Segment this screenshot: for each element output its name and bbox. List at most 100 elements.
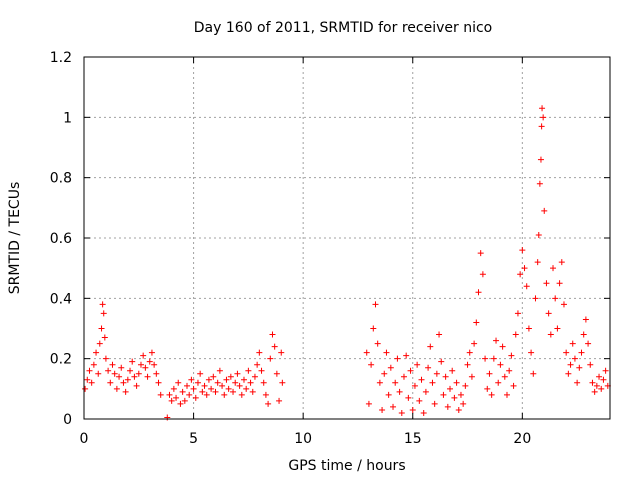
data-point xyxy=(155,379,162,386)
data-point xyxy=(563,349,570,356)
data-point xyxy=(365,400,372,407)
data-point xyxy=(466,349,473,356)
data-point xyxy=(521,265,528,272)
data-point xyxy=(118,364,125,371)
chart-title: Day 160 of 2011, SRMTID for receiver nic… xyxy=(194,20,492,36)
axis-ticks xyxy=(83,56,610,420)
data-point xyxy=(184,382,191,389)
data-point xyxy=(433,370,440,377)
data-point xyxy=(589,379,596,386)
data-point xyxy=(486,370,493,377)
data-point xyxy=(471,340,478,347)
data-point xyxy=(197,370,204,377)
data-point xyxy=(84,376,91,383)
data-point xyxy=(565,370,572,377)
data-point xyxy=(554,325,561,332)
data-point xyxy=(93,349,100,356)
data-point xyxy=(556,280,563,287)
data-point xyxy=(111,370,118,377)
data-point xyxy=(508,352,515,359)
data-point xyxy=(538,123,545,130)
data-point xyxy=(276,397,283,404)
data-point xyxy=(539,105,546,112)
data-point xyxy=(574,379,581,386)
data-point xyxy=(177,400,184,407)
data-point xyxy=(407,367,414,374)
data-point xyxy=(221,391,228,398)
data-point xyxy=(390,403,397,410)
data-point xyxy=(144,373,151,380)
data-point xyxy=(269,331,276,338)
data-point xyxy=(194,379,201,386)
data-point xyxy=(392,379,399,386)
data-point xyxy=(547,331,554,338)
x-tick-label: 5 xyxy=(189,431,198,447)
data-point xyxy=(205,376,212,383)
data-point xyxy=(416,397,423,404)
data-point xyxy=(455,406,462,413)
data-point xyxy=(596,373,603,380)
data-point xyxy=(210,373,217,380)
data-point xyxy=(503,391,510,398)
data-point xyxy=(113,385,120,392)
data-point xyxy=(175,379,182,386)
x-tick-label: 20 xyxy=(513,431,531,447)
data-point xyxy=(409,406,416,413)
data-point xyxy=(418,376,425,383)
data-point xyxy=(403,352,410,359)
data-point xyxy=(473,319,480,326)
data-point xyxy=(400,373,407,380)
data-point xyxy=(460,400,467,407)
data-point xyxy=(95,370,102,377)
data-point xyxy=(131,373,138,380)
y-tick-label: 0.4 xyxy=(50,291,72,307)
data-point xyxy=(199,388,206,395)
data-point xyxy=(225,385,232,392)
y-tick-label: 0.6 xyxy=(50,231,72,247)
x-tick-label: 15 xyxy=(404,431,422,447)
x-tick-label: 0 xyxy=(80,431,89,447)
data-point xyxy=(124,376,131,383)
y-tick-labels: 0 0.2 0.4 0.6 0.8 1 1.2 xyxy=(50,50,72,428)
data-point xyxy=(166,391,173,398)
data-point xyxy=(212,388,219,395)
data-point xyxy=(370,325,377,332)
data-point xyxy=(519,247,526,254)
y-axis-label: SRMTID / TECUs xyxy=(7,182,23,295)
data-point xyxy=(479,271,486,278)
data-point xyxy=(245,367,252,374)
data-point xyxy=(383,349,390,356)
data-point xyxy=(116,373,123,380)
data-point xyxy=(490,355,497,362)
data-point xyxy=(234,370,241,377)
x-axis-label: GPS time / hours xyxy=(288,458,405,474)
data-point xyxy=(129,358,136,365)
data-point xyxy=(260,379,267,386)
data-point xyxy=(506,367,513,374)
data-point xyxy=(188,376,195,383)
plot-frame xyxy=(83,56,611,420)
data-point xyxy=(453,379,460,386)
data-point xyxy=(411,382,418,389)
data-point xyxy=(101,334,108,341)
data-point xyxy=(254,361,261,368)
data-point xyxy=(536,180,543,187)
data-point xyxy=(192,394,199,401)
data-point xyxy=(170,385,177,392)
data-point xyxy=(179,388,186,395)
data-point xyxy=(543,280,550,287)
data-point xyxy=(468,373,475,380)
data-point xyxy=(512,331,519,338)
data-point xyxy=(240,376,247,383)
data-point xyxy=(135,370,142,377)
data-point xyxy=(517,271,524,278)
data-point xyxy=(258,367,265,374)
data-point xyxy=(525,325,532,332)
data-point xyxy=(273,370,280,377)
data-point xyxy=(140,352,147,359)
data-point xyxy=(157,391,164,398)
grid xyxy=(84,57,610,419)
data-point xyxy=(587,361,594,368)
data-point xyxy=(535,231,542,238)
